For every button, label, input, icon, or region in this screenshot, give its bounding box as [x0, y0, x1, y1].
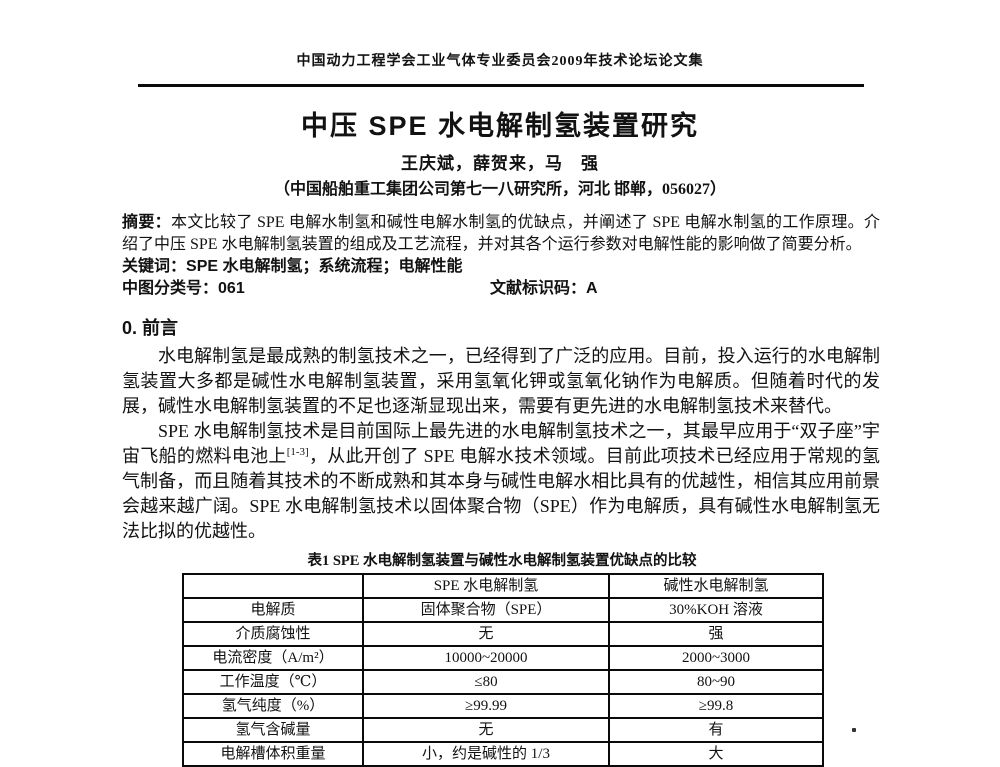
- paragraph-2-text-cont: ，从此开创了 SPE 电解水技术领域。目前此项技术已经应用于常规的氢气制备，而且…: [122, 446, 881, 541]
- row-label: 电解质: [182, 597, 364, 623]
- paragraph-2-text: SPE 水电解制氢技术是目前国际上最先进的水电解制氢技术之一，其最早应用于“双子…: [122, 421, 880, 466]
- abstract-paragraph: 摘要：本文比较了 SPE 电解水制氢和碱性电解水制氢的优缺点，并阐述了 SPE …: [122, 212, 880, 256]
- proceedings-header: 中国动力工程学会工业气体专业委员会2009年技术论坛论文集: [296, 54, 704, 69]
- row-label: 工作温度（℃）: [182, 669, 364, 695]
- affiliation-line: （中国船舶重工集团公司第七一八研究所，河北 邯郸，056027）: [273, 181, 726, 198]
- table-header-cell: [182, 573, 364, 599]
- keywords-text: SPE 水电解制氢；系统流程；电解性能: [186, 258, 463, 275]
- row-label: 电解槽体积重量: [182, 741, 364, 767]
- keywords-label: 关键词：: [122, 258, 187, 275]
- table-cell: 10000~20000: [362, 645, 610, 671]
- row-label: 电流密度（A/m²）: [182, 645, 364, 671]
- clc-number: 061: [218, 280, 245, 297]
- table-row: 介质腐蚀性 无 强: [182, 621, 824, 647]
- classification-line: 中图分类号：061 文献标识码：A: [122, 278, 880, 300]
- authors-line: 王庆斌，薛贺来，马 强: [401, 154, 599, 173]
- table-cell: 强: [608, 621, 824, 647]
- scan-artifact-dot: [852, 728, 856, 732]
- table-header-row: SPE 水电解制氢 碱性水电解制氢: [182, 573, 824, 599]
- table-row: 电解质 固体聚合物（SPE） 30%KOH 溶液: [182, 597, 824, 623]
- table-header-cell: SPE 水电解制氢: [362, 573, 610, 599]
- table-cell: ≥99.8: [608, 693, 824, 719]
- table-row: 电流密度（A/m²） 10000~20000 2000~3000: [182, 645, 824, 671]
- row-label: 氢气含碱量: [182, 717, 364, 743]
- table-cell: 30%KOH 溶液: [608, 597, 824, 623]
- content-column: 摘要：本文比较了 SPE 电解水制氢和碱性电解水制氢的优缺点，并阐述了 SPE …: [122, 212, 880, 767]
- table-row: 电解槽体积重量 小，约是碱性的 1/3 大: [182, 741, 824, 767]
- clc-label: 中图分类号：: [122, 280, 219, 297]
- table-row: 氢气纯度（%） ≥99.99 ≥99.8: [182, 693, 824, 719]
- intro-paragraph-2: SPE 水电解制氢技术是目前国际上最先进的水电解制氢技术之一，其最早应用于“双子…: [122, 419, 880, 544]
- table-header-cell: 碱性水电解制氢: [608, 573, 824, 599]
- table-cell: 无: [362, 621, 610, 647]
- abstract-text: 本文比较了 SPE 电解水制氢和碱性电解水制氢的优缺点，并阐述了 SPE 电解水…: [122, 214, 880, 253]
- row-label: 介质腐蚀性: [182, 621, 364, 647]
- table-cell: 小，约是碱性的 1/3: [362, 741, 610, 767]
- doc-code-group: 文献标识码：A: [490, 278, 598, 300]
- table-cell: 80~90: [608, 669, 824, 695]
- table-cell: 有: [608, 717, 824, 743]
- table-cell: ≥99.99: [362, 693, 610, 719]
- abstract-label: 摘要：: [122, 214, 171, 231]
- doc-code-value: A: [586, 280, 598, 297]
- paper-title: 中压 SPE 水电解制氢装置研究: [300, 111, 700, 141]
- table-cell: ≤80: [362, 669, 610, 695]
- keywords-line: 关键词：SPE 水电解制氢；系统流程；电解性能: [122, 256, 880, 278]
- table-cell: 无: [362, 717, 610, 743]
- doc-code-label: 文献标识码：: [490, 280, 587, 297]
- table-cell: 2000~3000: [608, 645, 824, 671]
- intro-paragraph-1: 水电解制氢是最成熟的制氢技术之一，已经得到了广泛的应用。目前，投入运行的水电解制…: [122, 346, 880, 416]
- table-cell: 固体聚合物（SPE）: [362, 597, 610, 623]
- citation-reference: [1-3]: [286, 446, 309, 458]
- row-label: 氢气纯度（%）: [182, 693, 364, 719]
- table-caption: 表1 SPE 水电解制氢装置与碱性水电解制氢装置优缺点的比较: [307, 553, 697, 569]
- comparison-table: SPE 水电解制氢 碱性水电解制氢 电解质 固体聚合物（SPE） 30%KOH …: [182, 573, 824, 767]
- section-heading-intro: 0. 前言: [122, 318, 179, 338]
- table-row: 氢气含碱量 无 有: [182, 717, 824, 743]
- header-rule: [138, 84, 864, 87]
- table-row: 工作温度（℃） ≤80 80~90: [182, 669, 824, 695]
- table-cell: 大: [608, 741, 824, 767]
